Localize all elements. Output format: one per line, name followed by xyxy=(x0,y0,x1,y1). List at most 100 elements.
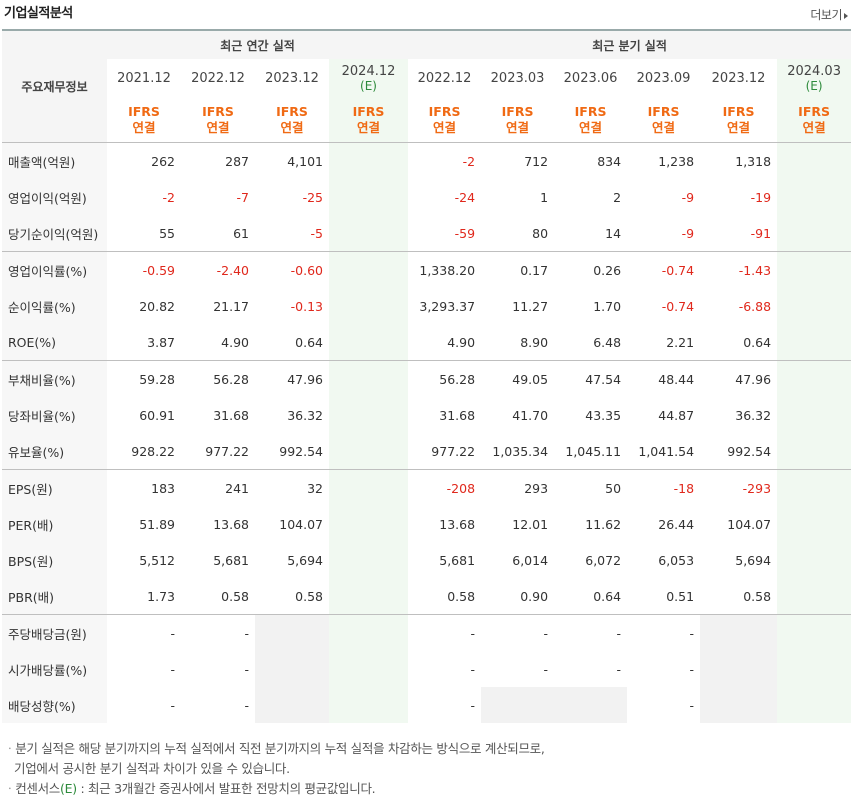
table-cell: 104.07 xyxy=(727,516,772,532)
accounting-basis: IFRS 연결 xyxy=(481,97,554,143)
table-cell: 5,694 xyxy=(287,552,323,568)
table-cell: 0.58 xyxy=(221,588,249,604)
table-cell: -2 xyxy=(162,189,175,205)
period-header: 2023.06 xyxy=(554,59,627,97)
table-cell: 0.64 xyxy=(593,588,622,604)
table-row: BPS(원) 5,512 5,681 5,694 5,681 6,014 6,072 6,05… xyxy=(2,542,852,578)
table-cell xyxy=(777,614,852,651)
table-cell xyxy=(329,506,409,542)
table-cell xyxy=(777,179,852,215)
table-cell: 5,681 xyxy=(213,552,249,568)
period-label: 2024.12 xyxy=(341,63,396,79)
table-cell: - xyxy=(181,614,255,651)
table-row: PER(배) 51.89 13.68 104.07 13.68 12.01 11.62 26.… xyxy=(2,506,852,542)
table-cell: 1.70 xyxy=(593,298,622,314)
row-label: 매출액(억원) xyxy=(2,142,107,179)
table-cell xyxy=(777,542,852,578)
table-cell: 4.90 xyxy=(221,334,249,350)
table-cell: 47.54 xyxy=(554,360,628,397)
table-cell: -19 xyxy=(750,189,772,205)
row-label: 영업이익(억원) xyxy=(2,179,107,215)
table-cell: 21.17 xyxy=(213,298,249,314)
table-cell: 1,318 xyxy=(700,142,778,179)
consolidated-label: 연결 xyxy=(506,119,530,135)
table-cell: -9 xyxy=(681,225,695,241)
ifrs-label: IFRS xyxy=(798,103,830,119)
table-cell xyxy=(329,397,409,433)
row-label: PBR(배) xyxy=(2,578,107,615)
table-cell: 80 xyxy=(532,225,549,241)
table-cell: 241 xyxy=(181,469,255,506)
more-link[interactable]: 더보기 xyxy=(810,6,848,23)
table-cell: 60.91 xyxy=(139,407,175,423)
table-cell xyxy=(777,142,852,179)
table-cell xyxy=(777,215,852,252)
table-cell: 2.21 xyxy=(666,334,695,350)
row-label: ROE(%) xyxy=(2,324,107,361)
consolidated-label: 연결 xyxy=(280,119,304,135)
table-cell: 56.28 xyxy=(181,360,255,397)
period-label: 2023.06 xyxy=(563,70,618,86)
table-cell: - xyxy=(408,614,482,651)
table-cell: 712 xyxy=(481,142,555,179)
table-cell: - xyxy=(689,697,695,713)
table-cell xyxy=(255,651,329,687)
table-cell: 44.87 xyxy=(658,407,695,423)
table-cell: 14 xyxy=(605,225,622,241)
table-cell: 11.62 xyxy=(585,516,622,532)
accounting-basis: IFRS 연결 xyxy=(700,97,777,143)
table-cell: 6,053 xyxy=(658,552,695,568)
table-cell xyxy=(777,687,852,723)
table-cell xyxy=(329,215,409,252)
table-cell: 12.01 xyxy=(512,516,549,532)
table-cell: 36.32 xyxy=(735,407,772,423)
table-row: 영업이익률(%) -0.59 -2.40 -0.60 1,338.20 0.17 0.26-… xyxy=(2,251,852,288)
row-label: 부채비율(%) xyxy=(2,360,107,397)
table-cell: 1.73 xyxy=(147,588,175,604)
table-cell xyxy=(777,324,852,361)
period-header: 2024.03 (E) xyxy=(777,59,852,97)
consolidated-label: 연결 xyxy=(802,119,826,135)
table-cell xyxy=(777,360,852,397)
accounting-basis: IFRS 연결 xyxy=(107,97,181,143)
ifrs-label: IFRS xyxy=(574,103,607,119)
table-cell xyxy=(329,542,409,578)
table-cell: -91 xyxy=(750,225,772,241)
table-row: 유보율(%) 928.22 977.22 992.54 977.22 1,035.34 1,… xyxy=(2,433,852,470)
table-cell: 47.96 xyxy=(255,360,329,397)
table-cell: 977.22 xyxy=(431,443,476,459)
table-row: 배당성향(%) - - - - xyxy=(2,687,852,723)
estimate-mark: (E) xyxy=(360,78,377,93)
annual-group-header: 최근 연간 실적 xyxy=(107,29,409,59)
table-cell xyxy=(777,469,852,506)
table-cell: 0.17 xyxy=(481,251,555,288)
table-cell: -25 xyxy=(302,189,323,205)
table-cell: - xyxy=(627,614,701,651)
table-row: EPS(원) 183 241 32 -208 293 50 -18 -293 xyxy=(2,469,852,506)
table-cell: 0.90 xyxy=(520,588,549,604)
table-cell: - xyxy=(470,697,476,713)
table-cell: - xyxy=(244,661,249,677)
footnotes: ㆍ분기 실적은 해당 분기까지의 누적 실적에서 직전 분기까지의 누적 실적을… xyxy=(4,739,545,799)
table-cell: -0.13 xyxy=(290,298,323,314)
table-cell xyxy=(777,651,852,687)
table-cell: 55 xyxy=(159,225,175,241)
table-cell: -0.60 xyxy=(255,251,329,288)
accounting-basis: IFRS 연결 xyxy=(627,97,700,143)
table-cell xyxy=(329,433,409,470)
table-cell xyxy=(329,687,409,723)
table-cell xyxy=(329,651,409,687)
table-cell: 47.96 xyxy=(700,360,778,397)
table-row: 영업이익(억원) -2 -7 -25 -24 1 2 -9 -19 xyxy=(2,179,852,215)
table-cell xyxy=(481,687,555,723)
table-cell: 43.35 xyxy=(585,407,622,423)
table-cell: 0.26 xyxy=(554,251,628,288)
period-label: 2022.12 xyxy=(191,70,245,86)
section-title: 기업실적분석 xyxy=(4,6,73,21)
table-cell: 31.68 xyxy=(439,407,476,423)
period-header: 2022.12 xyxy=(181,59,255,97)
table-cell: -24 xyxy=(454,189,476,205)
table-row: 주당배당금(원) - - - - - - xyxy=(2,614,852,651)
table-cell: - xyxy=(170,697,175,713)
consolidated-label: 연결 xyxy=(727,119,751,135)
